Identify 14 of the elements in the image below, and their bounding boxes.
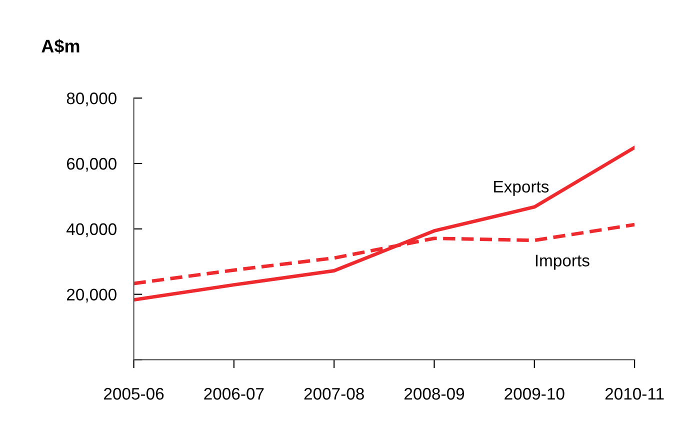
x-tick-label: 2006-07 — [204, 388, 264, 400]
y-tick-label: 40,000 — [66, 223, 116, 238]
y-axis-title: A$m — [42, 38, 80, 54]
y-tick-label: 20,000 — [66, 288, 116, 302]
y-tick-label: 60,000 — [66, 158, 116, 172]
x-tick-label: 2007-08 — [304, 388, 364, 400]
x-tick-label: 2009-10 — [504, 388, 564, 400]
y-tick-label: 80,000 — [66, 92, 116, 106]
series-label: Exports — [494, 180, 549, 196]
x-tick-label: 2008-09 — [404, 388, 464, 400]
x-tick-label: 2005-06 — [104, 388, 164, 400]
x-tick-label: 2010-11 — [605, 388, 664, 400]
series-label: Imports — [536, 254, 590, 270]
line-series — [134, 146, 635, 302]
